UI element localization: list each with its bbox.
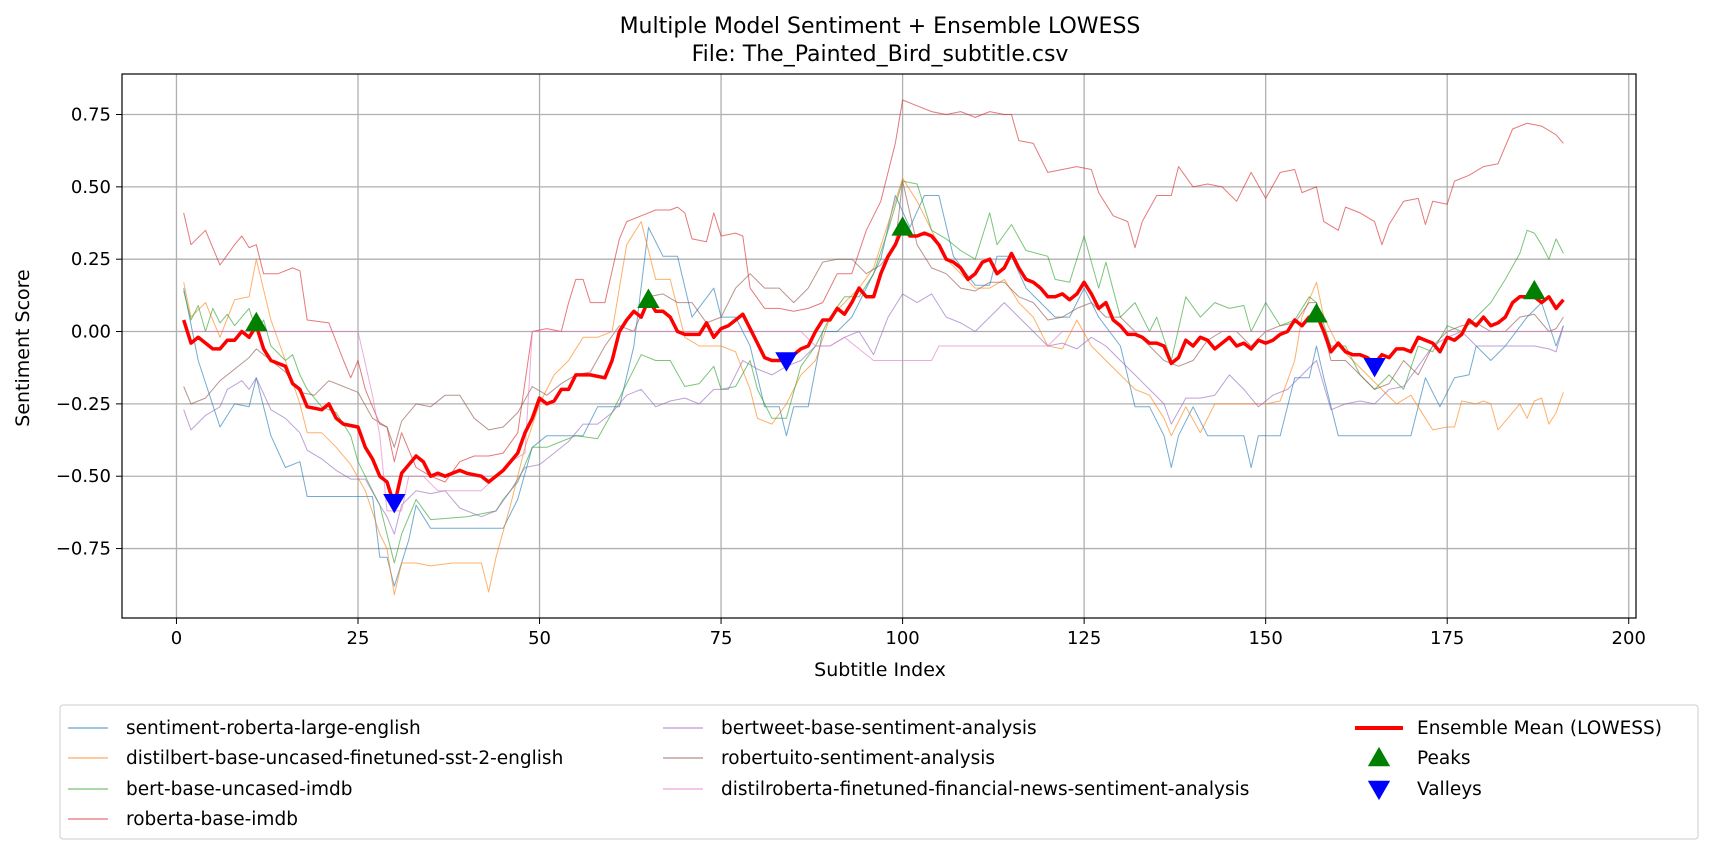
x-tick-label: 50 bbox=[528, 628, 551, 649]
peak-marker bbox=[245, 311, 268, 332]
peak-marker bbox=[637, 288, 660, 308]
x-tick-label: 150 bbox=[1248, 628, 1282, 649]
valley-marker bbox=[775, 352, 798, 372]
x-tick-label: 175 bbox=[1430, 628, 1464, 649]
x-tick-label: 125 bbox=[1067, 628, 1101, 649]
legend-label: Peaks bbox=[1417, 748, 1471, 769]
series-lines bbox=[182, 99, 1565, 596]
legend-frame bbox=[59, 704, 1699, 840]
legend-label: distilroberta-finetuned-financial-news-s… bbox=[721, 779, 1249, 800]
legend-label: sentiment-roberta-large-english bbox=[126, 718, 421, 739]
plot-frame bbox=[121, 73, 1637, 619]
peak-valley-markers bbox=[245, 216, 1546, 514]
y-tick-label: −0.50 bbox=[56, 466, 111, 487]
series-line-4 bbox=[183, 293, 1564, 535]
chart-subtitle: File: The_Painted_Bird_subtitle.csv bbox=[692, 42, 1069, 67]
series-line-2 bbox=[183, 180, 1564, 564]
peak-marker bbox=[1523, 279, 1546, 300]
legend-swatch bbox=[1367, 780, 1391, 801]
legend-label: bertweet-base-sentiment-analysis bbox=[721, 718, 1037, 739]
series-line-5 bbox=[183, 180, 1564, 448]
grid-lines bbox=[122, 74, 1636, 618]
x-tick-label: 75 bbox=[710, 628, 733, 649]
legend-label: Ensemble Mean (LOWESS) bbox=[1417, 718, 1662, 739]
y-tick-label: 0.00 bbox=[71, 322, 111, 343]
x-tick-label: 25 bbox=[347, 628, 370, 649]
legend-swatch bbox=[1367, 746, 1391, 767]
chart-title: Multiple Model Sentiment + Ensemble LOWE… bbox=[620, 14, 1141, 39]
legend-label: distilbert-base-uncased-finetuned-sst-2-… bbox=[126, 748, 563, 769]
series-line-7 bbox=[182, 225, 1565, 507]
series-line-3 bbox=[183, 99, 1564, 483]
y-axis-label: Sentiment Score bbox=[12, 269, 34, 426]
y-tick-label: −0.75 bbox=[56, 539, 111, 560]
legend-label: bert-base-uncased-imdb bbox=[126, 779, 352, 800]
y-tick-label: 0.50 bbox=[71, 177, 111, 198]
y-tick-label: 0.75 bbox=[71, 105, 111, 126]
x-tick-label: 100 bbox=[885, 628, 919, 649]
legend: sentiment-roberta-large-english distilber… bbox=[59, 704, 1699, 840]
series-line-1 bbox=[183, 177, 1564, 596]
y-tick-label: −0.25 bbox=[56, 394, 111, 415]
valley-marker bbox=[383, 493, 406, 514]
legend-label: robertuito-sentiment-analysis bbox=[721, 748, 995, 769]
axis-ticks: 0 25 50 75 100 125 150 175 200 −0.75 −0.50 −0.25 0.0… bbox=[56, 105, 1646, 649]
valley-marker bbox=[1363, 357, 1386, 378]
x-axis-label: Subtitle Index bbox=[814, 659, 946, 681]
legend-label: roberta-base-imdb bbox=[126, 809, 298, 830]
x-tick-label: 0 bbox=[171, 628, 182, 649]
peak-marker bbox=[1305, 303, 1328, 323]
peak-marker bbox=[891, 216, 914, 236]
x-tick-label: 200 bbox=[1612, 628, 1646, 649]
y-tick-label: 0.25 bbox=[71, 249, 111, 270]
legend-label: Valleys bbox=[1417, 779, 1482, 800]
